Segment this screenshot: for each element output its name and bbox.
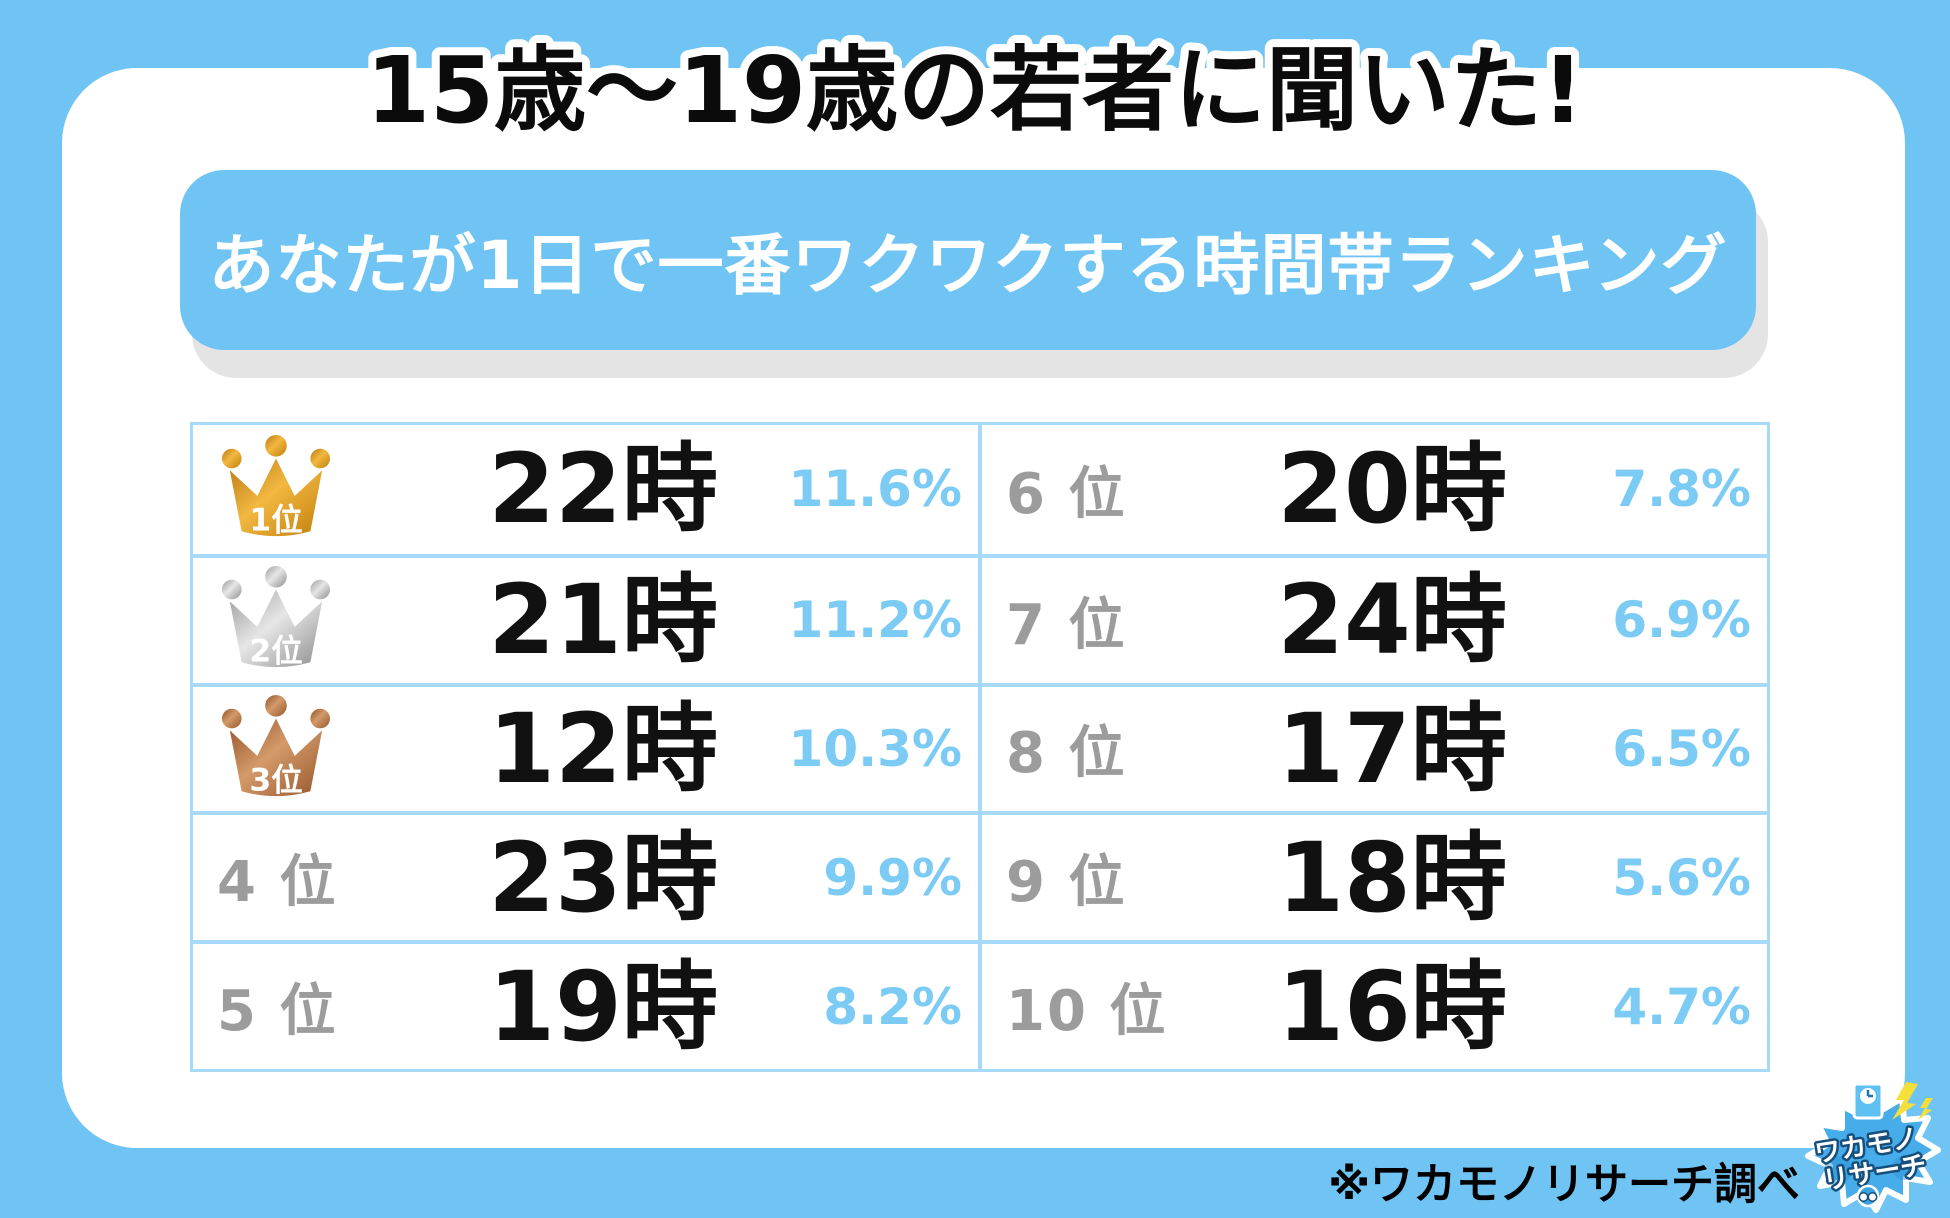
page-title: 15歳〜19歳の若者に聞いた! <box>358 29 1592 152</box>
page-title-text: 15歳〜19歳の若者に聞いた! <box>366 37 1584 144</box>
rank-label: 1位 <box>249 502 302 539</box>
logo-shade-blob <box>1892 1156 1916 1180</box>
subtitle-text: あなたが1日で一番ワクワクする時間帯ランキング <box>208 227 1728 304</box>
rank-label: 8 位 <box>1006 721 1127 787</box>
ranking-row-9: 9 位 18時 5.6% <box>982 811 1767 940</box>
rank-label: 7 位 <box>1006 592 1127 658</box>
time-value: 17時 <box>1277 692 1507 805</box>
time-value: 22時 <box>488 433 718 546</box>
silver-crown-icon: 2位 <box>221 566 331 669</box>
time-value: 23時 <box>488 821 718 934</box>
percent-value: 6.5% <box>1612 719 1751 778</box>
ranking-row-8: 8 位 17時 6.5% <box>982 682 1767 812</box>
rank-cell-1: 1位 <box>193 433 443 545</box>
ranking-row-10: 10 位 16時 4.7% <box>982 940 1767 1069</box>
ranking-table: 1位 22時 11.6% <box>190 422 1770 1072</box>
ranking-table-left-column: 1位 22時 11.6% <box>193 425 978 1069</box>
percent-value: 11.6% <box>788 460 962 519</box>
percent-value: 6.9% <box>1612 591 1751 650</box>
rank-cell-9: 9 位 <box>982 837 1232 918</box>
time-value: 12時 <box>488 692 718 805</box>
rank-cell-7: 7 位 <box>982 580 1232 661</box>
gold-crown-icon: 1位 <box>221 435 331 539</box>
percent-value: 11.2% <box>788 591 962 650</box>
time-value: 21時 <box>488 564 718 677</box>
rank-cell-5: 5 位 <box>193 966 443 1047</box>
ranking-table-right-column: 6 位 20時 7.8% 7 位 24時 6.9% 8 位 17時 6.5% 9… <box>978 425 1767 1069</box>
rank-cell-10: 10 位 <box>982 966 1232 1047</box>
time-value: 20時 <box>1277 433 1507 546</box>
ranking-row-5: 5 位 19時 8.2% <box>193 940 978 1069</box>
rank-cell-6: 6 位 <box>982 449 1232 530</box>
time-value: 19時 <box>488 950 718 1063</box>
logo-shade-blob <box>1824 1156 1852 1184</box>
percent-value: 5.6% <box>1612 848 1751 907</box>
rank-cell-3: 3位 <box>193 693 443 805</box>
binoculars-face-icon <box>1856 1184 1880 1208</box>
rank-label: 4 位 <box>217 850 338 916</box>
time-value: 18時 <box>1277 821 1507 934</box>
percent-value: 9.9% <box>823 848 962 907</box>
rank-label: 10 位 <box>1006 979 1168 1045</box>
ranking-row-4: 4 位 23時 9.9% <box>193 811 978 940</box>
rank-label: 5 位 <box>217 979 338 1045</box>
lightning-icon <box>1892 1082 1933 1120</box>
percent-value: 10.3% <box>788 719 962 778</box>
ranking-row-1: 1位 22時 11.6% <box>193 425 978 554</box>
rank-label: 6 位 <box>1006 461 1127 527</box>
source-note: ※ワカモノリサーチ調べ <box>1328 1160 1800 1210</box>
subtitle-banner: あなたが1日で一番ワクワクする時間帯ランキング <box>180 170 1756 350</box>
ranking-row-7: 7 位 24時 6.9% <box>982 553 1767 683</box>
ranking-row-2: 2位 21時 11.2% <box>193 553 978 683</box>
percent-value: 4.7% <box>1612 977 1751 1036</box>
rank-cell-4: 4 位 <box>193 837 443 918</box>
clock-tower-icon <box>1852 1082 1884 1120</box>
bronze-crown-icon: 3位 <box>221 694 331 798</box>
time-value: 24時 <box>1277 564 1507 677</box>
rank-label: 9 位 <box>1006 850 1127 916</box>
ranking-row-6: 6 位 20時 7.8% <box>982 425 1767 554</box>
ranking-row-3: 3位 12時 10.3% <box>193 682 978 812</box>
rank-cell-2: 2位 <box>193 564 443 676</box>
rank-cell-8: 8 位 <box>982 708 1232 789</box>
time-value: 16時 <box>1277 950 1507 1063</box>
percent-value: 8.2% <box>823 977 962 1036</box>
logo-burst-shape <box>1805 1089 1941 1213</box>
rank-label: 3位 <box>249 761 302 798</box>
rank-label: 2位 <box>249 632 302 669</box>
wakamono-research-logo: ワカモノ リサーチ <box>1805 1082 1941 1213</box>
percent-value: 7.8% <box>1612 460 1751 519</box>
